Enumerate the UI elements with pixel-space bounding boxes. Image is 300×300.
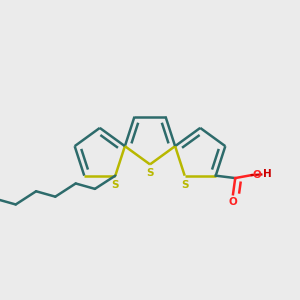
Text: S: S — [181, 180, 188, 190]
Text: O: O — [229, 197, 237, 207]
Text: H: H — [263, 169, 272, 179]
Text: O: O — [253, 170, 261, 180]
Text: S: S — [146, 168, 154, 178]
Text: S: S — [112, 180, 119, 190]
